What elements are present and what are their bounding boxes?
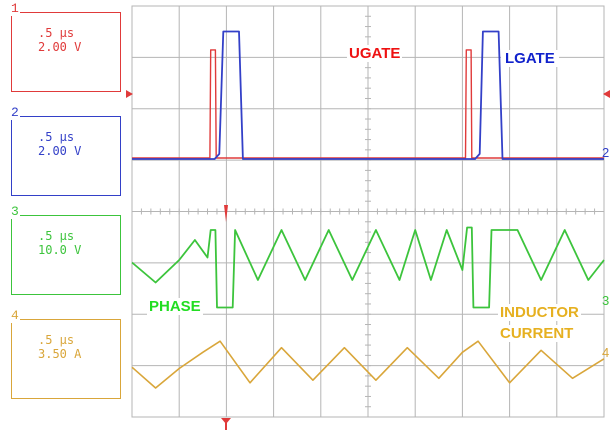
phase-label: PHASE xyxy=(147,298,203,315)
ugate-label: UGATE xyxy=(347,45,403,62)
ugate-trace xyxy=(132,49,604,159)
ch2-number: 2 xyxy=(10,105,20,120)
ch4-right-marker: 4 xyxy=(602,345,609,360)
ch3-volts-per-div: 10.0 V xyxy=(38,243,82,257)
ch1-scale-box: 1 .5 µs 2.00 V xyxy=(10,1,121,92)
phase-trace xyxy=(131,226,605,309)
ch2-timebase: .5 µs xyxy=(38,130,75,144)
channel-markers: 2 3 4 xyxy=(126,90,610,430)
lgate-trace xyxy=(132,30,604,160)
ch2-right-marker: 2 xyxy=(602,145,609,160)
trigger-top-marker xyxy=(224,205,228,222)
waveform-traces xyxy=(131,30,605,389)
inductor-current-label-line2: CURRENT xyxy=(498,325,576,342)
ch4-timebase: .5 µs xyxy=(38,333,75,347)
trigger-position-marker xyxy=(221,418,231,424)
ch3-number: 3 xyxy=(10,204,20,219)
ch3-scale-box: 3 .5 µs 10.0 V xyxy=(10,204,121,295)
current-trace xyxy=(131,340,605,389)
ch1-number: 1 xyxy=(10,1,20,16)
lgate-label: LGATE xyxy=(501,50,559,67)
inductor-current-label-line1: INDUCTOR xyxy=(498,304,581,321)
ch1-timebase: .5 µs xyxy=(38,26,75,40)
trigger-position-stem xyxy=(225,422,227,430)
ch3-right-marker: 3 xyxy=(602,293,609,308)
ch3-timebase: .5 µs xyxy=(38,229,75,243)
ch1-right-level-marker xyxy=(603,90,610,98)
ch4-number: 4 xyxy=(10,308,20,323)
ch1-left-level-marker xyxy=(126,90,133,98)
ch1-volts-per-div: 2.00 V xyxy=(38,40,82,54)
ch4-amps-per-div: 3.50 A xyxy=(38,347,82,361)
ch4-scale-box: 4 .5 µs 3.50 A xyxy=(10,308,121,399)
graticule xyxy=(131,5,605,418)
ch2-volts-per-div: 2.00 V xyxy=(38,144,82,158)
ch2-scale-box: 2 .5 µs 2.00 V xyxy=(10,105,121,196)
